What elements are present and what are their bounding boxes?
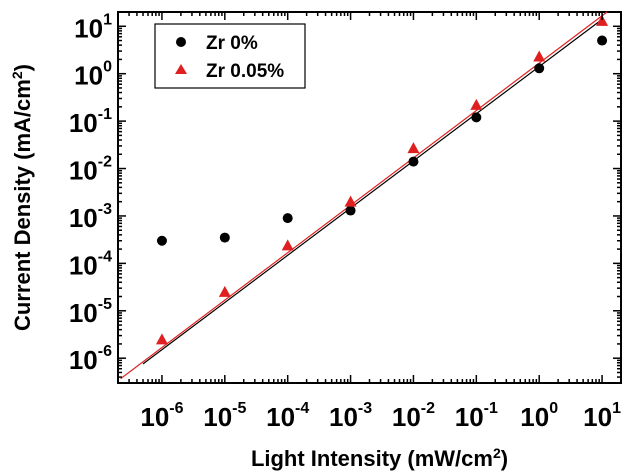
point-zr-005-4: [407, 142, 420, 154]
point-zr-005-1: [218, 285, 231, 297]
x-tick-label: 10-2: [392, 400, 435, 432]
legend-label-zr-005: Zr 0.05%: [206, 61, 284, 82]
x-tick-label: 10-3: [329, 400, 372, 432]
x-tick-label: 100: [520, 400, 558, 432]
point-zr-0-3: [345, 205, 356, 216]
y-tick-label: 10-6: [69, 343, 112, 375]
y-tick-label: 101: [74, 11, 112, 43]
point-zr-0-4: [408, 156, 419, 167]
point-zr-0-1: [219, 232, 230, 243]
x-tick-label: 101: [583, 400, 621, 432]
y-axis-title-base: Current Density (mA/cm: [10, 79, 35, 331]
y-axis-title: Current Density (mA/cm2): [9, 64, 35, 331]
point-zr-0-5: [471, 112, 482, 123]
point-zr-0-7: [597, 35, 608, 46]
point-zr-005-2: [281, 239, 294, 251]
point-zr-005-0: [155, 333, 168, 345]
fit-lines: [120, 11, 608, 380]
point-zr-0-2: [282, 213, 293, 224]
y-axis-title-tail: ): [10, 64, 35, 71]
point-zr-0-0: [156, 235, 167, 246]
point-zr-005-3: [344, 195, 357, 207]
x-axis-title-tail: ): [501, 446, 508, 471]
point-zr-005-5: [470, 98, 483, 110]
point-zr-0-6: [534, 63, 545, 74]
y-tick-label: 10-2: [69, 154, 112, 186]
legend: Zr 0% Zr 0.05%: [154, 23, 306, 89]
legend-box: [154, 23, 306, 89]
legend-marker-zr-005: [175, 64, 187, 74]
fit-line-zr-0: [142, 18, 603, 365]
point-zr-005-7: [596, 14, 609, 26]
x-tick-label: 10-4: [266, 400, 309, 432]
x-tick-label: 10-1: [455, 400, 498, 432]
y-tick-label: 10-5: [69, 296, 112, 328]
x-axis-title-sup: 2: [493, 445, 501, 461]
x-tick-labels: 10-6 10-5 10-4 10-3 10-2 10-1 100 101: [140, 400, 621, 432]
y-tick-label: 10-1: [69, 106, 112, 138]
point-zr-005-6: [533, 50, 546, 62]
x-tick-label: 10-5: [203, 400, 246, 432]
y-tick-labels: 10-6 10-5 10-4 10-3 10-2 10-1 100 101: [69, 11, 112, 375]
legend-label-zr-0: Zr 0%: [206, 33, 258, 54]
x-tick-label: 10-6: [140, 400, 183, 432]
x-axis-title-base: Light Intensity (mW/cm: [251, 446, 493, 471]
x-axis-title: Light Intensity (mW/cm2): [251, 445, 508, 471]
y-axis-title-sup: 2: [9, 71, 25, 79]
y-tick-label: 100: [74, 59, 112, 91]
axis-ticks: [117, 11, 622, 384]
y-tick-label: 10-3: [69, 201, 112, 233]
y-tick-label: 10-4: [69, 248, 112, 280]
fit-line-zr-005: [120, 11, 608, 380]
legend-marker-zr-0: [176, 37, 186, 47]
data-markers: [155, 14, 609, 345]
